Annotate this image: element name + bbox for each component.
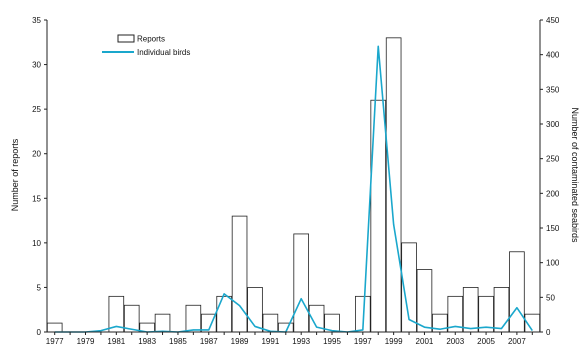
- x-tick-label: 1985: [169, 337, 187, 346]
- x-tick-label: 1983: [138, 337, 156, 346]
- y-tick-label-right: 150: [546, 224, 560, 233]
- y-axis-title-right: Number of contaminated seabirds: [570, 107, 580, 243]
- line-individual-birds: [54, 45, 533, 333]
- y-tick-label-right: 50: [546, 293, 555, 302]
- x-tick-label: 2003: [446, 337, 464, 346]
- x-tick-label: 1993: [292, 337, 310, 346]
- x-tick-label: 1989: [231, 337, 249, 346]
- y-tick-label-right: 100: [546, 259, 560, 268]
- line-series: [54, 45, 533, 333]
- bar-1986: [185, 304, 202, 333]
- bars: [46, 37, 541, 333]
- legend-label-individual-birds: Individual birds: [137, 48, 190, 57]
- y-tick-label-left: 0: [37, 328, 42, 337]
- y-tick-label-left: 25: [32, 105, 41, 114]
- x-tick-label: 1979: [77, 337, 95, 346]
- bar-1984: [154, 313, 171, 333]
- y-axis-title-left: Number of reports: [10, 138, 20, 211]
- bar-1988: [216, 295, 232, 333]
- bar-1999: [385, 37, 402, 333]
- x-tick-label: 2001: [416, 337, 434, 346]
- y-tick-label-right: 250: [546, 155, 560, 164]
- y-tick-label-left: 20: [32, 150, 41, 159]
- x-tick-label: 1977: [46, 337, 64, 346]
- x-tick-label: 1999: [385, 337, 403, 346]
- legend-swatch-reports: [117, 34, 135, 43]
- bar-1977: [46, 322, 63, 333]
- bar-2007: [509, 251, 525, 333]
- y-tick-label-left: 30: [32, 61, 41, 70]
- x-tick-label: 1987: [200, 337, 218, 346]
- y-tick-label-left: 5: [37, 283, 42, 292]
- y-tick-label-left: 35: [32, 16, 41, 25]
- bar-1993: [293, 233, 309, 333]
- x-tick-label: 2005: [477, 337, 495, 346]
- y-tick-label-right: 400: [546, 51, 560, 60]
- legend-label-reports: Reports: [137, 35, 165, 44]
- y-tick-label-right: 0: [546, 328, 551, 337]
- axes: 0510152025303505010015020025030035040045…: [32, 16, 560, 346]
- x-tick-label: 1997: [354, 337, 372, 346]
- bar-2001: [416, 269, 433, 333]
- x-tick-label: 2007: [508, 337, 526, 346]
- y-tick-label-right: 200: [546, 189, 560, 198]
- bar-2004: [462, 287, 479, 333]
- bar-2006: [493, 287, 510, 333]
- x-tick-label: 1991: [261, 337, 279, 346]
- y-tick-label-right: 350: [546, 85, 560, 94]
- y-tick-label-right: 450: [546, 16, 560, 25]
- y-tick-label-right: 300: [546, 120, 560, 129]
- x-tick-label: 1995: [323, 337, 341, 346]
- bar-1989: [231, 215, 248, 333]
- y-tick-label-left: 10: [32, 239, 41, 248]
- y-tick-label-left: 15: [32, 194, 41, 203]
- x-tick-label: 1981: [107, 337, 125, 346]
- legend: Reports Individual birds: [102, 34, 190, 57]
